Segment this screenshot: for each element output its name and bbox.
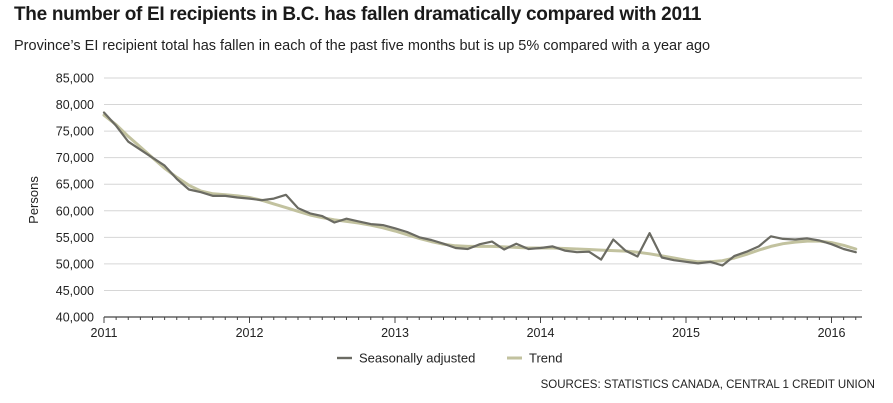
x-tick-label: 2016 bbox=[818, 326, 846, 340]
y-tick-label: 75,000 bbox=[56, 125, 94, 139]
y-tick-label: 60,000 bbox=[56, 204, 94, 218]
series-line-seasonally-adjusted bbox=[102, 111, 857, 267]
x-tick-label: 2014 bbox=[527, 326, 555, 340]
gridlines bbox=[104, 77, 862, 291]
y-axis-label: Persons bbox=[26, 176, 41, 224]
chart-subtitle: Province’s EI recipient total has fallen… bbox=[14, 38, 711, 54]
series-line-trend bbox=[102, 113, 858, 264]
series-lines bbox=[102, 111, 858, 267]
chart-title: The number of EI recipients in B.C. has … bbox=[14, 4, 702, 25]
y-tick-label: 65,000 bbox=[56, 178, 94, 192]
y-tick-label: 85,000 bbox=[56, 72, 94, 86]
y-tick-label: 40,000 bbox=[56, 311, 94, 325]
y-tick-label: 55,000 bbox=[56, 231, 94, 245]
y-axis-tick-labels: 40,000 45,000 50,000 55,000 60,000 65,000 70,0… bbox=[56, 72, 94, 325]
legend-label-seasonally-adjusted: Seasonally adjusted bbox=[359, 351, 475, 366]
x-tick-label: 2015 bbox=[672, 326, 700, 340]
y-tick-label: 50,000 bbox=[56, 257, 94, 271]
x-tick-label: 2012 bbox=[236, 326, 264, 340]
x-axis: 2011 2012 2013 2014 2015 2016 bbox=[91, 316, 862, 340]
y-tick-label: 45,000 bbox=[56, 284, 94, 298]
legend-label-trend: Trend bbox=[529, 351, 562, 366]
x-tick-label: 2013 bbox=[381, 326, 409, 340]
x-tick-label: 2011 bbox=[91, 326, 118, 340]
y-tick-label: 70,000 bbox=[56, 151, 94, 165]
legend: Seasonally adjusted Trend bbox=[337, 351, 562, 366]
y-tick-label: 80,000 bbox=[56, 98, 94, 112]
source-note: SOURCES: STATISTICS CANADA, CENTRAL 1 CR… bbox=[540, 379, 875, 391]
